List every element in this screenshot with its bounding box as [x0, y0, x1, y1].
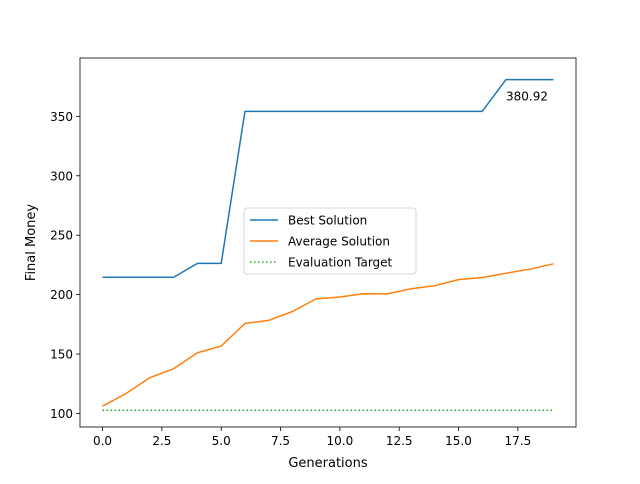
x-axis-label: Generations	[288, 456, 368, 471]
x-tick-label: 15.0	[445, 434, 472, 448]
data-annotation: 380.92	[506, 90, 548, 104]
y-axis: 100 150 200 250 300 350	[50, 110, 80, 421]
y-axis-label: Final Money	[24, 204, 39, 282]
plot-frame	[79, 57, 577, 428]
x-tick-label: 5.0	[212, 434, 231, 448]
series-line-best-solution	[102, 78, 554, 279]
legend-label-best-solution: Best Solution	[288, 214, 367, 228]
x-tick-label: 12.5	[386, 434, 413, 448]
x-axis: 0.0 2.5 5.0 7.5 10.0 12.5 15.0 17.5	[93, 427, 531, 448]
annotation-layer: 380.92	[506, 90, 548, 104]
legend-label-average-solution: Average Solution	[288, 235, 390, 249]
x-tick-label: 7.5	[271, 434, 290, 448]
y-tick-label: 150	[50, 348, 73, 362]
x-tick-label: 17.5	[504, 434, 531, 448]
series-layer	[102, 78, 554, 411]
x-tick-label: 2.5	[152, 434, 171, 448]
legend-label-evaluation-target: Evaluation Target	[288, 256, 393, 270]
x-tick-label: 0.0	[93, 434, 112, 448]
y-tick-label: 200	[50, 288, 73, 302]
legend-box	[243, 207, 417, 275]
legend: Best Solution Average Solution Evaluation …	[243, 207, 417, 275]
series-line-average-solution	[102, 263, 554, 407]
y-tick-label: 250	[50, 229, 73, 243]
x-tick-label: 10.0	[327, 434, 354, 448]
y-tick-label: 300	[50, 169, 73, 183]
y-tick-label: 350	[50, 110, 73, 124]
y-tick-label: 100	[50, 407, 73, 421]
